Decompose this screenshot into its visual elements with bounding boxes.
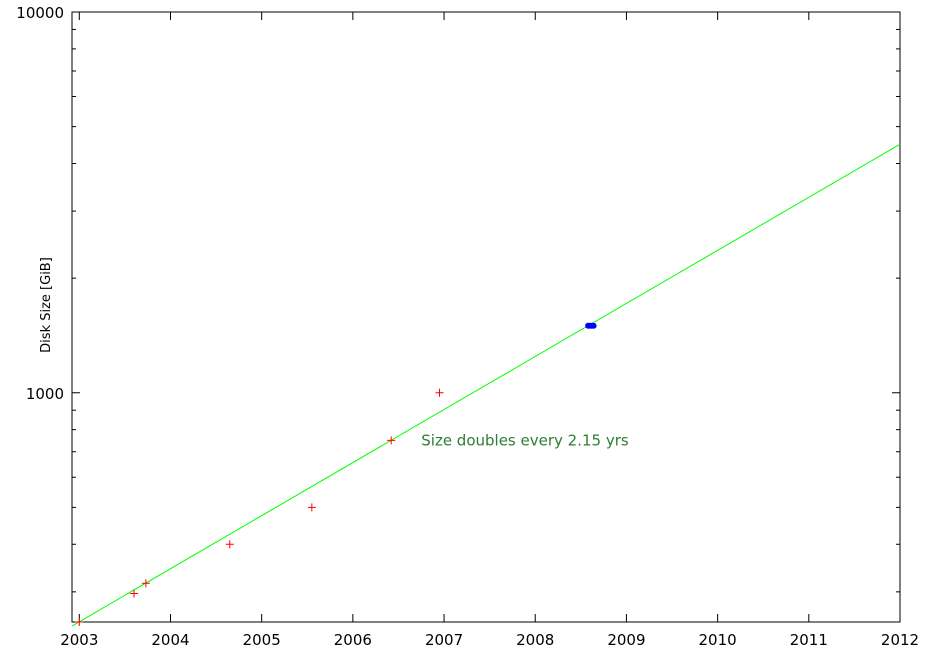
data-point: [75, 618, 84, 626]
x-tick-label: 2007: [425, 631, 463, 649]
plot-frame: [71, 11, 901, 623]
data-point: [225, 540, 234, 549]
y-axis-title: Disk Size [GiB]: [39, 257, 54, 353]
x-tick-label: 2012: [881, 631, 919, 649]
plot-frame-layer: [71, 11, 901, 623]
fit-annotation: Size doubles every 2.15 yrs: [421, 431, 629, 449]
text-layer: Disk Size [GiB] Size doubles every 2.15 …: [16, 4, 919, 649]
x-tick-label: 2009: [607, 631, 645, 649]
data-point: [130, 589, 139, 598]
tick-layer: [72, 11, 900, 622]
x-tick-label: 2008: [516, 631, 554, 649]
data-point: [307, 503, 316, 512]
highlight-point: [590, 322, 597, 329]
x-tick-label: 2005: [243, 631, 281, 649]
x-tick-label: 2004: [151, 631, 189, 649]
x-tick-label: 2003: [60, 631, 98, 649]
data-point: [435, 388, 444, 397]
x-tick-label: 2010: [699, 631, 737, 649]
y-tick-label: 10000: [16, 4, 64, 22]
fit-line: [71, 143, 901, 627]
x-tick-label: 2006: [334, 631, 372, 649]
data-point: [141, 579, 150, 588]
x-tick-label: 2011: [790, 631, 828, 649]
y-tick-label: 1000: [26, 385, 64, 403]
fit-line-layer: [71, 143, 901, 627]
points-layer: [75, 322, 597, 626]
data-point: [387, 436, 396, 445]
